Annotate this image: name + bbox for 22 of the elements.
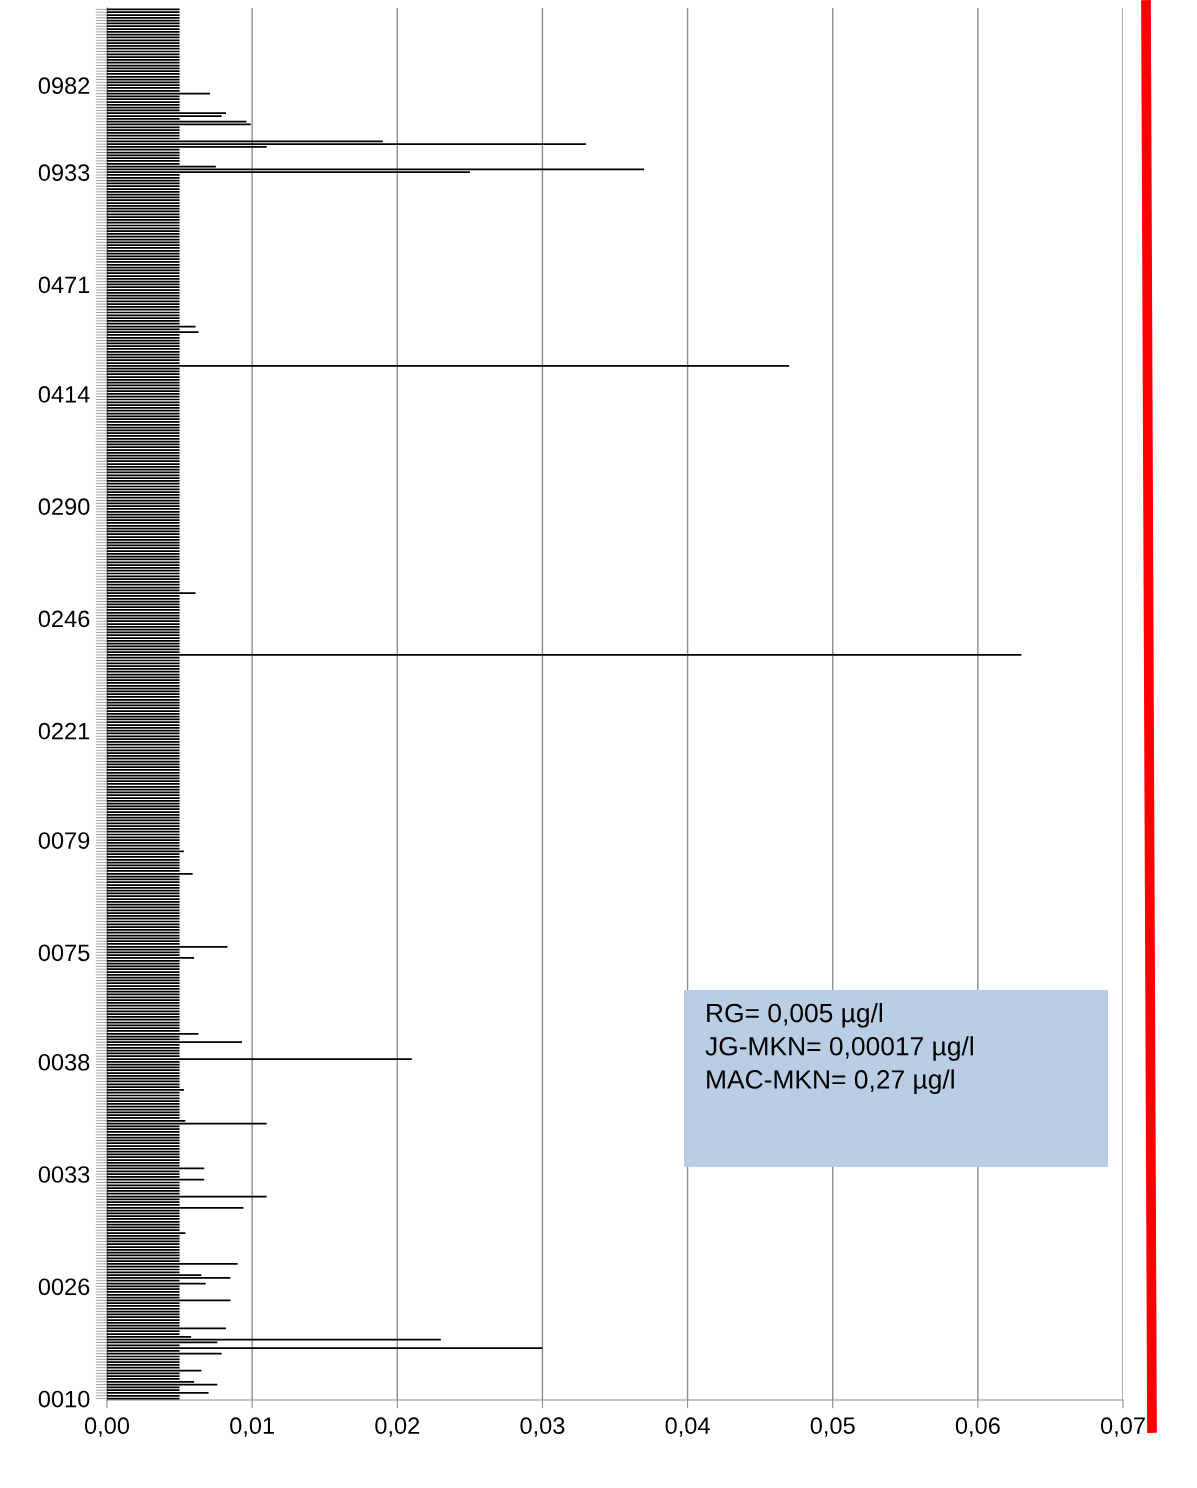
y-tick-label: 0414 bbox=[38, 385, 90, 403]
y-tick-label: 0221 bbox=[38, 722, 90, 740]
y-tick-label: 0933 bbox=[38, 164, 90, 181]
y-tick-label: 0246 bbox=[38, 610, 90, 628]
y-tick-label: 0075 bbox=[38, 944, 90, 962]
annotation: RG= 0,005 µg/l JG-MKN= 0,00017 µg/l MAC-MKN= 0,27 µg/l bbox=[705, 1003, 973, 1095]
y-tick-label: 0026 bbox=[38, 1278, 90, 1296]
x-tick-label: 0,02 bbox=[375, 1417, 420, 1437]
y-tick-label: 0471 bbox=[38, 276, 90, 294]
y-tick-label: 0079 bbox=[38, 832, 90, 849]
y-tick-label: 0038 bbox=[38, 1053, 90, 1071]
x-tick-label: 0,07 bbox=[1100, 1417, 1145, 1437]
y-tick-label: 0290 bbox=[38, 498, 90, 515]
x-tick-label: 0,05 bbox=[810, 1417, 855, 1437]
y-tick-label: 0982 bbox=[38, 77, 90, 94]
y-tick-label: 0033 bbox=[38, 1166, 90, 1183]
x-tick-label: 0,03 bbox=[520, 1417, 565, 1437]
x-tick-label: 0,04 bbox=[665, 1417, 710, 1437]
x-tick-label: 0,00 bbox=[84, 1417, 130, 1437]
x-tick-label: 0,06 bbox=[955, 1417, 1000, 1437]
x-tick-label: 0,01 bbox=[230, 1417, 274, 1437]
y-tick-label: 0010 bbox=[38, 1390, 90, 1408]
